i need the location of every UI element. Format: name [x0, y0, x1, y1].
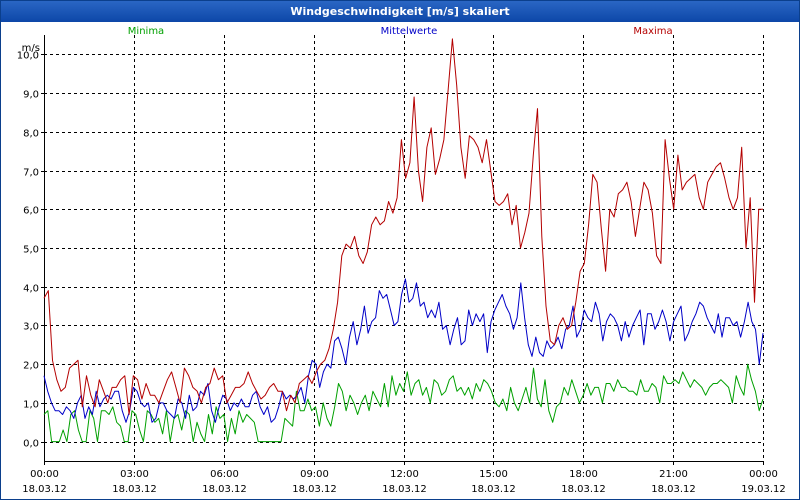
x-tick-time-label: 21:00 — [659, 469, 688, 480]
y-tick-label: 2,0 — [23, 361, 39, 372]
x-tick-time-label: 00:00 — [749, 469, 778, 480]
legend-mittelwerte: Mittelwerte — [381, 26, 438, 37]
x-tick-time-label: 15:00 — [479, 469, 508, 480]
x-tick-date-label: 18.03.12 — [202, 484, 247, 495]
x-tick-time-label: 12:00 — [390, 469, 419, 480]
y-tick-label: 4,0 — [23, 284, 39, 295]
y-tick-label: 7,0 — [23, 168, 39, 179]
y-tick-label: 0,0 — [23, 439, 39, 450]
x-tick-time-label: 03:00 — [120, 469, 149, 480]
x-tick-time-label: 06:00 — [210, 469, 239, 480]
series-line-maxima — [43, 38, 763, 415]
series-line-minima — [43, 363, 764, 443]
legend-maxima: Maxima — [633, 26, 672, 37]
x-tick-date-label: 18.03.12 — [292, 484, 337, 495]
x-tick-date-label: 18.03.12 — [561, 484, 606, 495]
x-tick-date-label: 18.03.12 — [471, 484, 516, 495]
y-axis-unit-label: m/s — [22, 43, 40, 54]
y-tick-label: 5,0 — [23, 245, 39, 256]
x-tick-date-label: 18.03.12 — [382, 484, 427, 495]
x-tick-date-label: 18.03.12 — [22, 484, 67, 495]
legend-minima: Minima — [128, 26, 164, 37]
y-tick-label: 9,0 — [23, 90, 39, 101]
x-tick-date-label: 18.03.12 — [651, 484, 696, 495]
y-tick-label: 8,0 — [23, 129, 39, 140]
series-line-mittelwerte — [43, 278, 764, 423]
wind-speed-chart: 0,0 1,0 2,0 3,0 4,0 5,0 6,0 7,0 8,0 9,0 10,0 00:00 1… — [17, 26, 786, 495]
x-tick-date-label: 18.03.12 — [112, 484, 157, 495]
x-tick-time-label: 09:00 — [300, 469, 329, 480]
y-tick-label: 3,0 — [23, 322, 39, 333]
x-tick-date-label: 19.03.12 — [741, 484, 786, 495]
x-tick-time-label: 18:00 — [569, 469, 598, 480]
y-tick-label: 6,0 — [23, 206, 39, 217]
y-tick-label: 1,0 — [23, 400, 39, 411]
y-tick-label: 10,0 — [17, 51, 39, 62]
window-title: Windgeschwindigkeit [m/s] skaliert — [1, 1, 799, 22]
x-tick-time-label: 00:00 — [30, 469, 59, 480]
